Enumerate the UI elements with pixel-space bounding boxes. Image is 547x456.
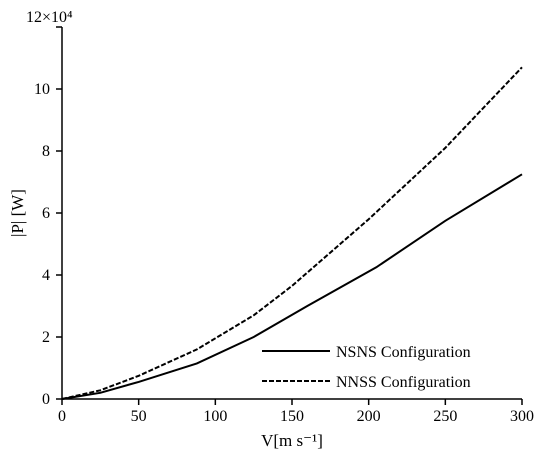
x-ticks: 0 50 100 150 200 250 300 — [58, 399, 534, 425]
series-line-solid — [61, 173, 523, 400]
x-tick-label: 100 — [203, 408, 227, 425]
x-tick-label: 50 — [131, 408, 147, 425]
y-axis-title: |P| [W] — [8, 189, 27, 237]
x-tick-label: 150 — [280, 408, 304, 425]
series-line-dashed — [61, 66, 523, 400]
x-tick-label: 300 — [510, 408, 534, 425]
legend-label: NNSS Configuration — [336, 374, 471, 391]
legend-label: NSNS Configuration — [336, 344, 471, 361]
y-tick-label: 10 — [34, 81, 50, 98]
x-tick-label: 0 — [58, 408, 66, 425]
x-tick-label: 200 — [357, 408, 381, 425]
y-tick-label: 6 — [42, 205, 50, 222]
y-ticks: 0 2 4 6 8 10 — [34, 26, 62, 408]
legend: NSNS Configuration NNSS Configuration — [262, 344, 471, 391]
y-tick-label: 0 — [42, 391, 50, 408]
y-tick-label: 8 — [42, 143, 50, 160]
y-top-tick-label: 12×10⁴ — [26, 9, 73, 26]
x-tick-label: 250 — [433, 408, 457, 425]
x-axis-title: V[m s⁻¹] — [261, 431, 323, 450]
y-tick-label: 4 — [42, 267, 50, 284]
y-tick-label: 2 — [42, 329, 50, 346]
series-lines — [61, 66, 523, 400]
